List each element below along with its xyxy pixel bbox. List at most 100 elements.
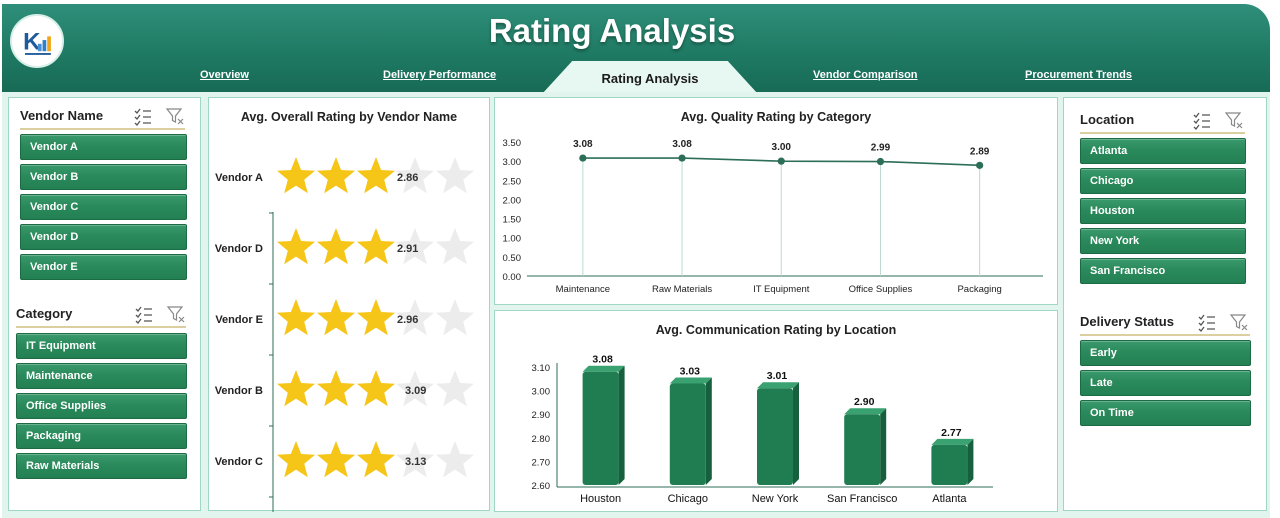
category-label: Vendor B [215, 385, 263, 397]
data-label: 3.13 [405, 456, 426, 468]
star-filled [317, 228, 355, 265]
bar-side [967, 438, 974, 485]
x-tick-label: Houston [580, 493, 621, 505]
company-logo-icon: K [10, 14, 64, 68]
right-slicer-panel: Location Atlanta Chicago Houston New Yor… [1063, 97, 1267, 511]
slicer-item-packaging[interactable]: Packaging [16, 423, 187, 449]
clear-filter-icon[interactable] [1224, 110, 1244, 130]
slicer-item-maintenance[interactable]: Maintenance [16, 363, 187, 389]
star-filled [317, 441, 355, 478]
bar-side [618, 365, 625, 485]
slicer-item-on-time[interactable]: On Time [1080, 400, 1251, 426]
y-tick-label: 3.50 [503, 138, 522, 149]
location-slicer-header: Location [1080, 110, 1245, 134]
location-slicer-title: Location [1080, 112, 1135, 127]
star-empty [436, 370, 474, 407]
slicer-item-chicago[interactable]: Chicago [1080, 168, 1246, 194]
category-slicer-header: Category [16, 304, 186, 328]
slicer-item-office-supplies[interactable]: Office Supplies [16, 393, 187, 419]
y-tick-label: 2.90 [532, 410, 551, 421]
data-point [579, 154, 587, 162]
star-filled [317, 157, 355, 194]
star-empty [436, 441, 474, 478]
bar [931, 444, 968, 485]
vendor-name-slicer-title: Vendor Name [20, 108, 104, 123]
slicer-item-new-york[interactable]: New York [1080, 228, 1246, 254]
category-slicer-title: Category [16, 306, 73, 321]
y-tick-label: 1.00 [503, 234, 522, 245]
slicer-item-it-equipment[interactable]: IT Equipment [16, 333, 187, 359]
bar-top [582, 365, 625, 372]
data-label: 2.89 [970, 146, 990, 157]
data-point [777, 157, 785, 165]
tab-rating-analysis[interactable]: Rating Analysis [542, 61, 758, 94]
slicer-item-houston[interactable]: Houston [1080, 198, 1246, 224]
tab-delivery-performance[interactable]: Delivery Performance [383, 69, 497, 81]
data-label: 2.99 [871, 143, 891, 154]
y-tick-label: 2.80 [532, 434, 551, 445]
star-empty [396, 157, 434, 194]
multi-select-icon[interactable] [133, 106, 153, 126]
communication-bar-chart: 3.10 3.00 2.90 2.80 2.70 2.60 3.08 Houston 3.03 C… [532, 354, 993, 505]
bar-top [757, 382, 799, 389]
slicer-item-vendor-a[interactable]: Vendor A [20, 134, 187, 160]
multi-select-icon[interactable] [1192, 110, 1212, 130]
bar-side [793, 382, 799, 485]
data-label: 3.08 [672, 139, 692, 150]
slicer-item-vendor-d[interactable]: Vendor D [20, 224, 187, 250]
left-slicer-panel: Vendor Name Vendor A Vendor B Vendor C V… [8, 97, 201, 511]
data-label: 2.77 [941, 427, 962, 439]
star-empty [436, 228, 474, 265]
clear-filter-icon[interactable] [165, 106, 185, 126]
tab-vendor-comparison[interactable]: Vendor Comparison [813, 69, 918, 81]
vendor-name-slicer-header: Vendor Name [20, 106, 185, 130]
slicer-item-san-francisco[interactable]: San Francisco [1080, 258, 1246, 284]
x-tick-label: Maintenance [556, 284, 610, 295]
star-filled [277, 441, 315, 478]
data-label: 3.09 [405, 385, 426, 397]
bar-side [880, 408, 887, 485]
data-label: 2.96 [397, 314, 418, 326]
star-empty [396, 441, 434, 478]
slicer-item-vendor-e[interactable]: Vendor E [20, 254, 187, 280]
y-tick-label: 0.50 [503, 253, 522, 264]
x-tick-label: San Francisco [827, 493, 897, 505]
tab-procurement-trends[interactable]: Procurement Trends [1025, 69, 1132, 81]
clear-filter-icon[interactable] [166, 304, 186, 324]
category-label: Vendor E [215, 314, 263, 326]
slicer-item-vendor-c[interactable]: Vendor C [20, 194, 187, 220]
bar [582, 371, 619, 485]
bar [757, 388, 793, 485]
y-tick-label: 3.10 [532, 363, 551, 374]
bar-top [669, 377, 712, 384]
communication-rating-chart-panel: Avg. Communication Rating by Location 3.… [494, 310, 1058, 512]
tab-overview[interactable]: Overview [200, 69, 249, 81]
star-filled [277, 299, 315, 336]
bar-top [931, 438, 974, 445]
y-tick-label: 2.70 [532, 457, 551, 468]
y-tick-label: 0.00 [503, 272, 522, 283]
star-filled [357, 228, 395, 265]
bar [844, 414, 881, 485]
multi-select-icon[interactable] [1197, 312, 1217, 332]
slicer-item-raw-materials[interactable]: Raw Materials [16, 453, 187, 479]
category-label: Vendor D [215, 243, 263, 255]
slicer-item-vendor-b[interactable]: Vendor B [20, 164, 187, 190]
clear-filter-icon[interactable] [1229, 312, 1249, 332]
slicer-item-early[interactable]: Early [1080, 340, 1251, 366]
star-filled [357, 441, 395, 478]
bar-side [705, 377, 712, 485]
y-tick-label: 2.60 [532, 481, 551, 492]
data-label: 2.86 [397, 172, 418, 184]
y-tick-label: 3.00 [503, 157, 522, 168]
star-filled [357, 299, 395, 336]
data-label: 3.01 [767, 370, 788, 382]
multi-select-icon[interactable] [134, 304, 154, 324]
quality-line-chart: 3.50 3.00 2.50 2.00 1.50 1.00 0.50 0.00 3.08 Main… [503, 138, 1043, 295]
star-filled [277, 228, 315, 265]
slicer-item-late[interactable]: Late [1080, 370, 1251, 396]
star-filled [317, 299, 355, 336]
y-tick-label: 2.00 [503, 195, 522, 206]
star-filled [357, 157, 395, 194]
slicer-item-atlanta[interactable]: Atlanta [1080, 138, 1246, 164]
